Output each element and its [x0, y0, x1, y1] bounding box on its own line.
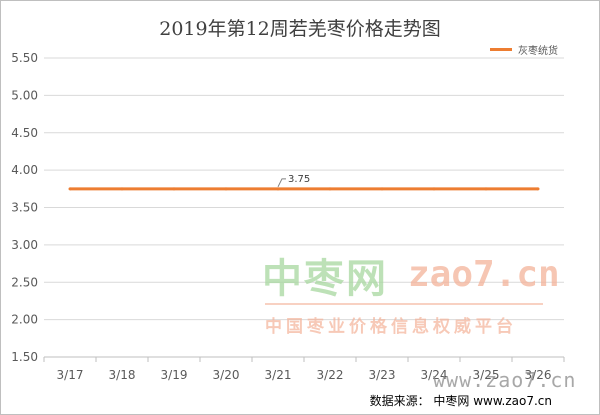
data-point	[68, 187, 72, 191]
x-tick-label: 3/20	[213, 368, 240, 382]
y-tick-label: 4.00	[11, 163, 38, 177]
data-point	[328, 187, 332, 191]
data-point	[432, 187, 436, 191]
y-tick-label: 1.50	[11, 350, 38, 364]
x-tick-label: 3/18	[109, 368, 136, 382]
data-point	[536, 187, 540, 191]
data-label: 3.75	[288, 174, 310, 185]
data-point	[172, 187, 176, 191]
data-point	[120, 187, 124, 191]
y-tick-label: 5.50	[11, 51, 38, 65]
legend: 灰枣统货	[490, 42, 558, 57]
source-note: 数据来源： 中枣网 www.zao7.cn	[369, 394, 552, 408]
y-tick-label: 2.50	[11, 275, 38, 289]
data-point	[224, 187, 228, 191]
data-point	[276, 187, 280, 191]
x-tick-label: 3/24	[421, 368, 448, 382]
x-tick-label: 3/21	[265, 368, 292, 382]
watermark-slogan: 中国枣业价格信息权威平台	[265, 317, 517, 337]
x-tick-label: 3/23	[369, 368, 396, 382]
watermark-url: www.zao7.cn	[433, 368, 577, 392]
data-point	[484, 187, 488, 191]
watermark-domain: zao7.cn	[408, 254, 560, 295]
x-tick-label: 3/22	[317, 368, 344, 382]
data-point	[380, 187, 384, 191]
legend-swatch	[490, 48, 512, 51]
x-tick-label: 3/25	[473, 368, 500, 382]
y-tick-label: 2.00	[11, 313, 38, 327]
x-tick-label: 3/17	[57, 368, 84, 382]
y-tick-label: 3.50	[11, 201, 38, 215]
watermark-brand: 中枣网	[262, 256, 388, 302]
y-tick-label: 3.00	[11, 238, 38, 252]
x-tick-label: 3/26	[525, 368, 552, 382]
chart-title: 2019年第12周若羌枣价格走势图	[159, 18, 441, 40]
data-label-leader	[277, 178, 286, 188]
legend-label: 灰枣统货	[518, 46, 558, 57]
watermark-rule	[265, 303, 543, 305]
y-tick-label: 5.00	[11, 88, 38, 102]
y-tick-label: 4.50	[11, 126, 38, 140]
x-tick-label: 3/19	[161, 368, 188, 382]
